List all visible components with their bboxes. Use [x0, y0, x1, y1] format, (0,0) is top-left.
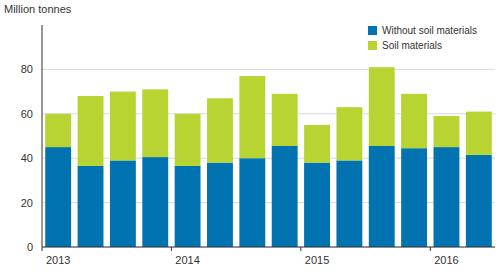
- bar: [78, 166, 104, 247]
- axis-title: Million tonnes: [4, 3, 72, 15]
- x-tick: [430, 247, 431, 251]
- bar: [110, 92, 136, 161]
- bar: [272, 146, 298, 247]
- bar: [336, 160, 362, 247]
- bar: [401, 148, 427, 247]
- bar: [401, 94, 427, 148]
- bar: [239, 158, 265, 247]
- bar: [304, 125, 330, 163]
- chart: 0 20 40 60 80 2013 2014 2015 2016 Million tonnes W…: [0, 0, 501, 280]
- bar: [142, 89, 168, 157]
- legend-swatch: [368, 26, 377, 35]
- bar: [272, 94, 298, 146]
- bar: [110, 160, 136, 247]
- bar: [45, 147, 71, 247]
- y-tick-label: 20: [21, 197, 33, 209]
- bar: [78, 96, 104, 166]
- bar: [142, 157, 168, 247]
- legend-label: Without soil materials: [382, 25, 477, 36]
- bar: [434, 116, 460, 147]
- bar: [336, 107, 362, 160]
- bar: [434, 147, 460, 247]
- bar: [207, 98, 233, 162]
- x-axis: [42, 247, 495, 248]
- y-tick-label: 40: [21, 152, 33, 164]
- x-tick: [42, 247, 43, 251]
- grid-line: [42, 247, 495, 248]
- bar: [239, 76, 265, 158]
- bar: [466, 112, 492, 155]
- bar: [466, 155, 492, 247]
- bar: [369, 67, 395, 146]
- bars: [45, 67, 492, 247]
- x-tick: [300, 247, 301, 251]
- x-tick: [171, 247, 172, 251]
- grid-line: [42, 69, 495, 70]
- bar: [45, 114, 71, 147]
- bar: [175, 166, 201, 247]
- y-tick-label: 0: [27, 241, 33, 253]
- bar: [207, 163, 233, 247]
- x-tick-label: 2016: [434, 254, 458, 266]
- bar: [369, 146, 395, 247]
- legend-swatch: [368, 41, 377, 50]
- x-tick-label: 2013: [46, 254, 70, 266]
- y-axis: [42, 25, 43, 247]
- y-tick-label: 60: [21, 108, 33, 120]
- x-tick-label: 2014: [175, 254, 199, 266]
- legend-label: Soil materials: [382, 40, 442, 51]
- y-tick-label: 80: [21, 63, 33, 75]
- x-tick-label: 2015: [305, 254, 329, 266]
- bar: [304, 163, 330, 247]
- bar: [175, 114, 201, 166]
